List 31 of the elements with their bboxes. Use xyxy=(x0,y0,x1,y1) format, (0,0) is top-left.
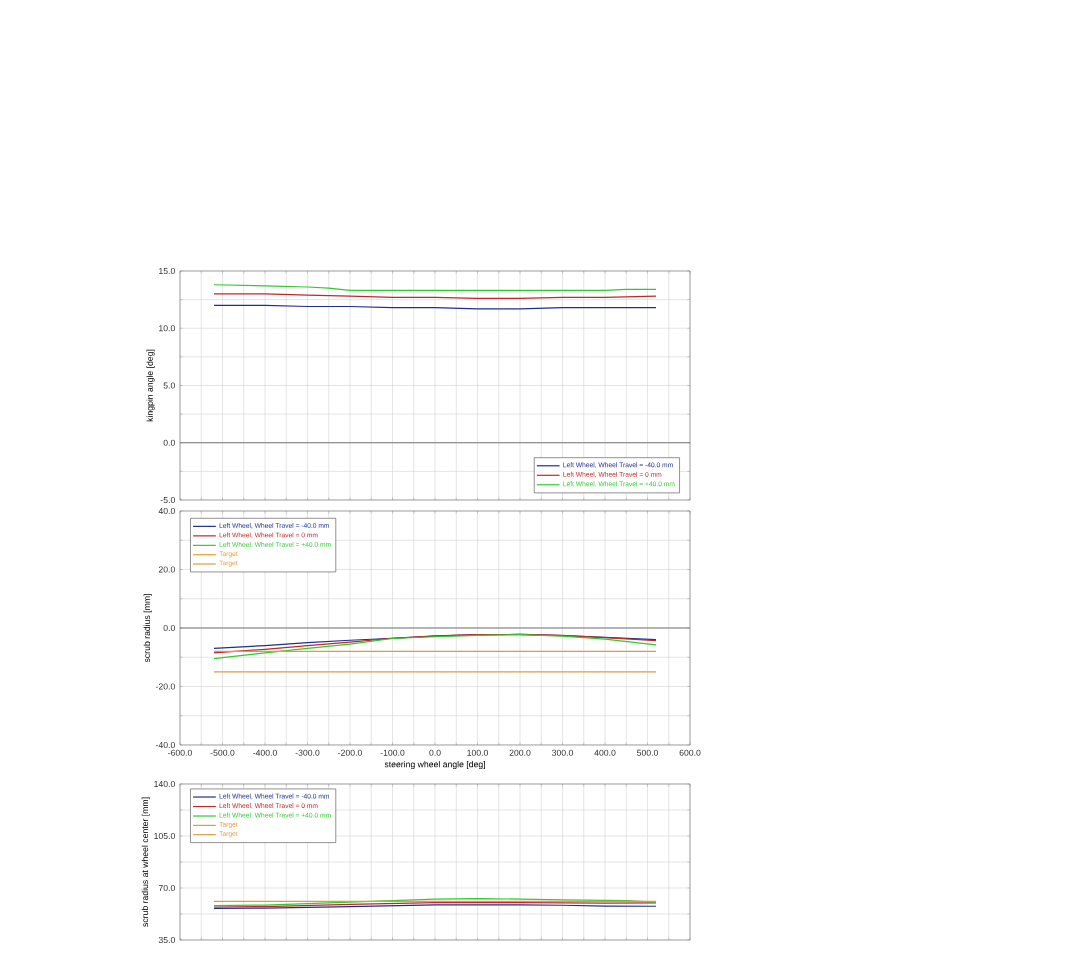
y-axis-title: kingpin angle [deg] xyxy=(146,349,155,422)
x-tick-label: 0.0 xyxy=(429,749,441,756)
x-tick-label: 600.0 xyxy=(679,749,701,756)
x-tick-label: 300.0 xyxy=(552,749,574,756)
y-axis-title: scrub radius at wheel center [mm] xyxy=(141,797,150,927)
y-tick-label: 20.0 xyxy=(158,566,175,573)
x-tick-label: 500.0 xyxy=(637,749,659,756)
x-tick-label: -600.0 xyxy=(168,749,192,756)
y-axis-title: scrub radius [mm] xyxy=(143,594,152,663)
y-tick-label: 35.0 xyxy=(158,936,175,944)
y-tick-label: 140.0 xyxy=(154,780,175,788)
y-tick-label: -5.0 xyxy=(160,496,175,504)
x-tick-label: -300.0 xyxy=(295,749,320,756)
x-tick-label: 400.0 xyxy=(594,749,616,756)
y-tick-label: -40.0 xyxy=(155,741,175,749)
y-tick-label: 15.0 xyxy=(159,267,175,275)
y-tick-label: 5.0 xyxy=(163,382,175,389)
x-tick-label: -100.0 xyxy=(380,749,405,756)
y-tick-label: -20.0 xyxy=(155,683,175,690)
y-tick-label: 10.0 xyxy=(159,325,175,332)
x-axis-title: steering wheel angle [deg] xyxy=(384,760,485,770)
x-tick-label: 200.0 xyxy=(509,749,531,756)
y-tick-label: 0.0 xyxy=(163,439,175,446)
x-tick-label: 100.0 xyxy=(467,749,489,756)
y-tick-label: 0.0 xyxy=(163,624,175,632)
x-tick-label: -500.0 xyxy=(210,749,235,756)
x-tick-label: -200.0 xyxy=(338,749,362,756)
x-tick-label: -400.0 xyxy=(253,749,277,756)
y-tick-label: 105.0 xyxy=(154,832,175,840)
y-tick-label: 40.0 xyxy=(158,507,175,515)
y-tick-label: 70.0 xyxy=(158,884,175,892)
